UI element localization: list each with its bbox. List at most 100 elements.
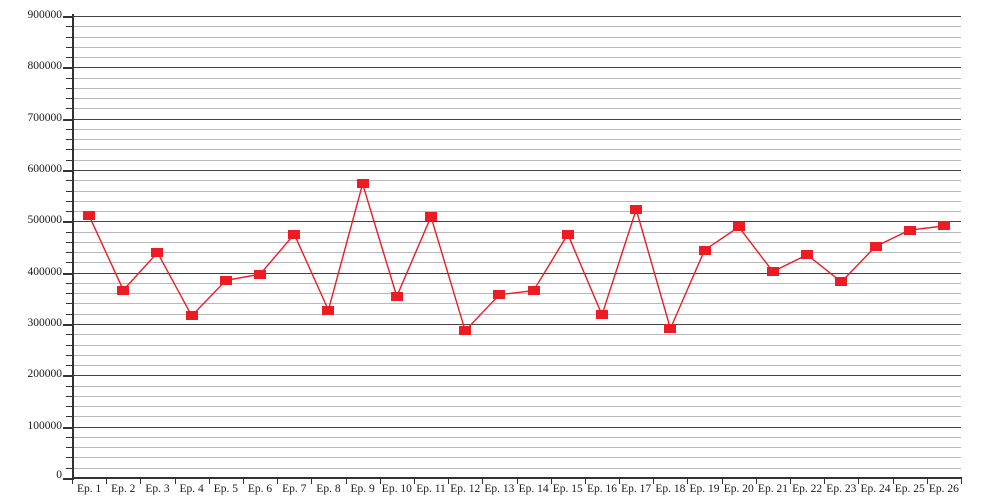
gridline-minor [72,416,961,418]
data-point-marker[interactable] [835,277,848,287]
gridline-minor [72,139,961,141]
x-axis-tick-label: Ep. 15 [552,483,583,495]
x-axis-tick-label: Ep. 14 [518,483,549,495]
x-axis-tick [858,477,860,484]
gridline-minor [72,149,961,151]
x-axis-tick-label: Ep. 4 [179,483,204,495]
gridline-minor [72,406,961,408]
x-axis-tick-label: Ep. 9 [350,483,375,495]
x-axis-tick [755,477,757,484]
gridline-major [72,67,961,69]
data-point-marker[interactable] [766,267,779,277]
x-axis-tick-label: Ep. 21 [757,483,788,495]
data-point-marker[interactable] [219,275,232,285]
gridline-minor [72,211,961,213]
x-axis-tick [790,477,792,484]
y-axis-line [72,14,74,480]
gridline-minor [72,334,961,336]
x-axis-tick [482,477,484,484]
x-axis-tick-label: Ep. 26 [928,483,959,495]
x-axis-tick-label: Ep. 8 [316,483,341,495]
x-axis-tick [242,477,244,484]
data-point-marker[interactable] [493,290,506,300]
gridline-major [72,272,961,274]
x-axis-tick [653,477,655,484]
data-point-marker[interactable] [288,229,301,239]
gridline-minor [72,46,961,48]
gridline-minor [72,395,961,397]
plot-area [72,16,961,479]
x-axis-tick-label: Ep. 19 [689,483,720,495]
x-axis-tick [140,477,142,484]
data-point-marker[interactable] [801,250,814,260]
data-point-marker[interactable] [732,222,745,232]
data-point-marker[interactable] [664,324,677,334]
x-axis-tick [687,477,689,484]
series-polyline [88,181,944,333]
gridline-minor [72,385,961,387]
gridline-minor [72,98,961,100]
x-axis-tick [345,477,347,484]
gridline-major [72,426,961,428]
gridline-major [72,118,961,120]
x-axis-tick [72,477,73,484]
data-point-marker[interactable] [254,269,267,279]
data-point-marker[interactable] [561,229,574,239]
x-axis-tick-label: Ep. 1 [76,483,102,495]
gridline-minor [72,365,961,367]
x-axis-tick-label: Ep. 5 [213,483,238,495]
data-point-marker[interactable] [390,291,403,301]
x-axis-tick [892,477,894,484]
data-point-marker[interactable] [151,248,164,258]
x-axis-tick [550,477,552,484]
gridline-minor [72,344,961,346]
gridline-major [72,16,961,17]
gridline-minor [72,128,961,130]
x-axis-tick-label: Ep. 12 [450,483,481,495]
x-axis-tick-label: Ep. 25 [894,483,925,495]
data-point-marker[interactable] [117,285,130,295]
data-point-marker[interactable] [869,241,882,251]
data-point-marker[interactable] [903,225,916,235]
x-axis-tick [379,477,381,484]
data-point-marker[interactable] [698,245,711,255]
gridline-minor [72,180,961,182]
gridline-major [72,170,961,171]
x-axis-tick [721,477,723,484]
data-point-marker[interactable] [459,326,472,336]
x-axis-tick-label: Ep. 24 [860,483,891,495]
data-point-marker[interactable] [937,221,950,231]
gridline-minor [72,467,961,469]
gridline-minor [72,77,961,79]
data-point-marker[interactable] [527,286,540,296]
x-axis-tick [413,477,415,484]
gridline-minor [72,200,961,202]
data-point-marker[interactable] [322,305,335,315]
data-point-marker[interactable] [425,212,438,222]
x-axis-tick [311,477,313,484]
x-axis-tick [448,477,450,484]
data-point-marker[interactable] [630,205,643,215]
gridline-minor [72,303,961,305]
x-axis-tick-label: Ep. 7 [282,483,307,495]
data-point-marker[interactable] [185,311,198,321]
gridline-minor [72,252,961,254]
gridline-minor [72,436,961,438]
x-axis-tick-label: Ep. 18 [655,483,686,495]
x-axis-tick-label: Ep. 22 [792,483,823,495]
x-axis-tick-label: Ep. 11 [416,483,446,495]
x-axis-tick-label: Ep. 2 [111,483,136,495]
gridline-minor [72,108,961,110]
x-axis-tick [208,477,210,484]
x-axis-tick [106,477,108,484]
x-axis-tick-label: Ep. 13 [484,483,515,495]
x-axis-tick [516,477,518,484]
gridline-minor [72,293,961,295]
data-point-marker[interactable] [356,179,369,189]
data-point-marker[interactable] [83,211,96,221]
x-axis-tick [584,477,586,484]
x-axis-tick-label: Ep. 17 [621,483,652,495]
data-point-marker[interactable] [595,310,608,320]
x-axis-tick [174,477,176,484]
gridline-major [72,375,961,377]
